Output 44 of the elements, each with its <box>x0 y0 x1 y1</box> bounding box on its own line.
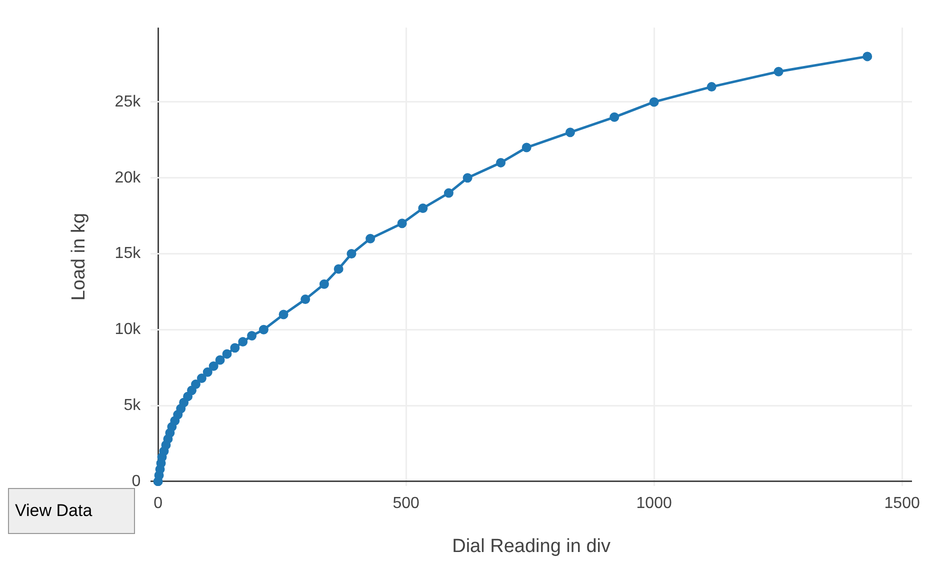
point <box>202 367 212 377</box>
y-tick-label: 5k <box>124 396 142 414</box>
point <box>444 188 454 198</box>
point <box>179 398 189 408</box>
point <box>862 52 872 62</box>
point <box>319 279 329 289</box>
y-tick-label: 20k <box>114 169 142 186</box>
point <box>774 66 784 76</box>
x-tick-label: 1000 <box>636 495 672 512</box>
point <box>187 386 197 396</box>
point <box>238 337 248 347</box>
point <box>230 343 240 353</box>
point <box>706 82 716 92</box>
point <box>190 380 200 390</box>
point <box>278 310 288 320</box>
point <box>649 97 659 107</box>
point <box>565 128 575 138</box>
point <box>183 392 193 402</box>
point <box>258 324 268 334</box>
point <box>397 218 407 228</box>
point <box>334 264 344 274</box>
point <box>222 349 232 359</box>
point <box>418 203 428 213</box>
point <box>346 249 356 259</box>
x-tick-label: 0 <box>154 495 163 512</box>
point <box>215 355 225 365</box>
point <box>496 158 506 168</box>
y-tick-label: 15k <box>114 245 142 262</box>
y-axis-title: Load in kg <box>68 212 90 301</box>
y-tick-label: 0 <box>132 472 141 490</box>
x-tick-label: 500 <box>392 495 420 512</box>
point <box>196 373 206 383</box>
point <box>208 361 218 371</box>
x-tick-label: 1500 <box>884 495 920 512</box>
y-tick-label: 10k <box>114 321 142 338</box>
point <box>300 294 310 304</box>
x-axis-title: Dial Reading in div <box>452 536 612 557</box>
text: View Data <box>8 488 135 534</box>
point <box>610 112 620 122</box>
y-tick-label: 25k <box>114 93 142 110</box>
point <box>462 173 472 183</box>
point <box>247 330 257 340</box>
point <box>522 142 532 152</box>
point <box>366 234 376 244</box>
